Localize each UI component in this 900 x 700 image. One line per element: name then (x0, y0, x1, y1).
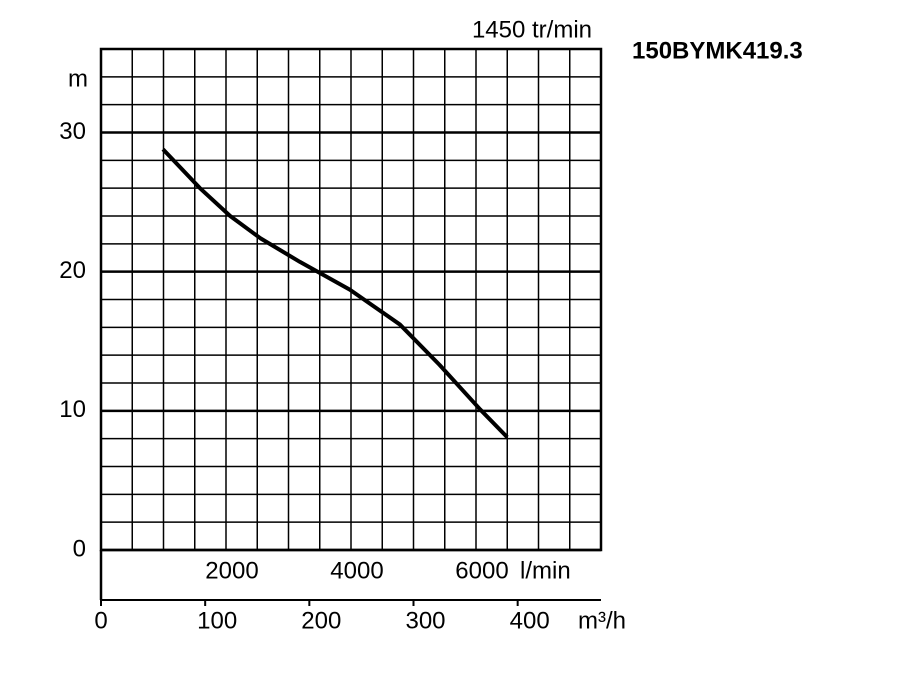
x-tick-label: 0 (94, 607, 107, 634)
x-tick-label: 400 (510, 607, 550, 634)
x2-axis-label: l/min (520, 557, 571, 584)
y-axis-label: m (68, 65, 88, 92)
chart-title: 150BYMK419.3 (632, 37, 803, 64)
pump-curve (161, 147, 509, 439)
y-tick-label: 10 (59, 396, 86, 423)
y-tick-label: 30 (59, 118, 86, 145)
y-tick-label: 20 (59, 257, 86, 284)
x-axis-label: m³/h (578, 607, 626, 634)
x-tick-label: 100 (197, 607, 237, 634)
y-tick-label: 0 (73, 535, 86, 562)
speed-annotation: 1450 tr/min (472, 16, 592, 43)
x2-tick-label: 4000 (330, 557, 383, 584)
x2-tick-label: 2000 (205, 557, 258, 584)
x-tick-label: 200 (301, 607, 341, 634)
x-tick-label: 300 (405, 607, 445, 634)
x2-tick-label: 6000 (455, 557, 508, 584)
plot-frame (99, 47, 603, 552)
